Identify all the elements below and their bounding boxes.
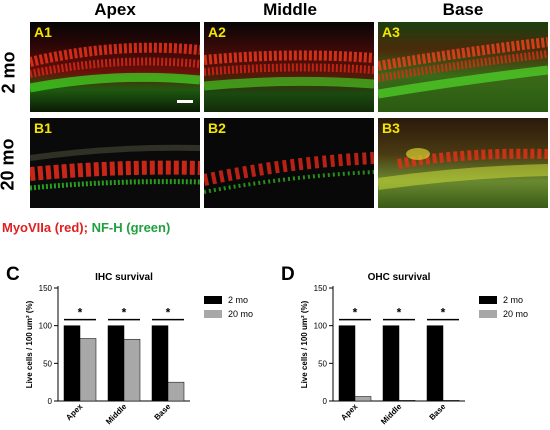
significance-star: *: [166, 306, 171, 320]
significance-star: *: [122, 306, 127, 320]
y-tick-label: 50: [43, 359, 52, 368]
y-tick-label: 0: [323, 397, 328, 406]
x-tick-label: Middle: [104, 402, 129, 427]
bar-apex-0: [63, 325, 81, 402]
y-axis-label: Live cells / 100 um² (%): [25, 300, 34, 388]
column-header-apex: Apex: [94, 0, 136, 19]
legend-red-text: MyoVIIa (red);: [2, 220, 88, 235]
y-tick-label: 0: [48, 397, 53, 406]
x-tick-label: Apex: [339, 402, 360, 423]
y-tick-label: 150: [39, 284, 53, 293]
stain-legend: MyoVIIa (red); NF-H (green): [2, 220, 170, 235]
bar-apex-1: [79, 338, 97, 402]
x-tick-label: Base: [153, 402, 173, 422]
legend-swatch: [204, 310, 222, 318]
significance-star: *: [353, 306, 358, 320]
legend-swatch: [479, 310, 497, 318]
micrograph-panel-b1: B1: [30, 118, 200, 208]
significance-star: *: [397, 306, 402, 320]
legend-label: 20 mo: [503, 309, 528, 319]
column-header-base: Base: [442, 0, 484, 19]
micrograph-panel-a1: A1: [30, 22, 200, 112]
significance-star: *: [78, 306, 83, 320]
bar-middle-1: [123, 338, 141, 402]
legend-swatch: [479, 296, 497, 304]
bar-middle-0: [107, 325, 125, 402]
chart-title: OHC survival: [368, 272, 431, 283]
x-tick-label: Base: [428, 402, 448, 422]
significance-star: *: [441, 306, 446, 320]
bar-base-1: [167, 381, 185, 402]
x-tick-label: Apex: [64, 402, 85, 423]
chart-title: IHC survival: [95, 272, 153, 283]
y-tick-label: 100: [39, 322, 53, 331]
legend-swatch: [204, 296, 222, 304]
bar-base-0: [426, 325, 444, 402]
chart-ohc-survival: D OHC survival 0 50 100 150 Live cells / 100 u…: [281, 264, 528, 427]
panel-label-b3: B3: [382, 120, 400, 136]
legend-label: 2 mo: [228, 295, 248, 305]
bar-base-0: [151, 325, 169, 402]
micrograph-panel-b3: B3: [378, 118, 548, 208]
micrograph-panel-a2: A2: [204, 22, 374, 112]
y-tick-label: 50: [318, 359, 327, 368]
legend-label: 2 mo: [503, 295, 523, 305]
bar-middle-0: [382, 325, 400, 402]
column-header-middle: Middle: [263, 0, 317, 19]
bar-middle-1: [398, 399, 416, 402]
x-tick-label: Middle: [379, 402, 404, 427]
row-header-2mo: 2 mo: [0, 51, 19, 94]
panel-label-a3: A3: [382, 24, 400, 40]
panel-label-a1: A1: [34, 24, 52, 40]
panel-label-b1: B1: [34, 120, 52, 136]
micrograph-panel-b2: B2: [204, 118, 374, 208]
bar-apex-0: [338, 325, 356, 402]
panel-label-a2: A2: [208, 24, 226, 40]
y-tick-label: 100: [314, 322, 328, 331]
micrograph-panel-a3: A3: [378, 22, 548, 112]
panel-letter: C: [6, 264, 20, 285]
y-tick-label: 150: [314, 284, 328, 293]
chart-ihc-survival: C IHC survival 0 50 100 150 Live cells / 100 u…: [6, 264, 253, 427]
row-header-20mo: 20 mo: [0, 138, 18, 191]
panel-label-b2: B2: [208, 120, 226, 136]
bar-base-1: [442, 399, 460, 402]
bar-apex-1: [354, 396, 372, 402]
panel-letter: D: [281, 264, 295, 285]
legend-label: 20 mo: [228, 309, 253, 319]
y-axis-label: Live cells / 100 um² (%): [300, 300, 309, 388]
legend-green-text: NF-H (green): [91, 220, 171, 235]
